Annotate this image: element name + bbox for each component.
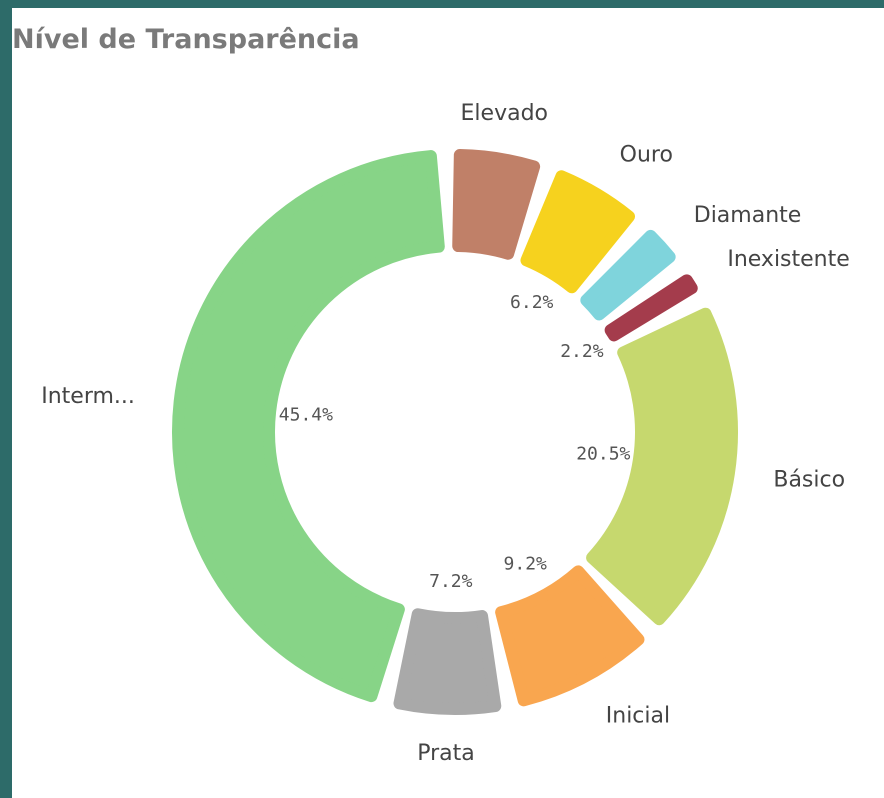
category-label: Inexistente [727,247,849,272]
value-label: 2.2% [560,341,604,362]
donut-segment [520,170,636,294]
value-label: 20.5% [576,443,630,464]
category-label: Ouro [620,142,673,167]
donut-segment [586,307,738,626]
donut-segment [495,565,645,707]
donut-segment [452,149,541,260]
category-label: Elevado [461,101,548,126]
category-label: Prata [417,741,475,766]
value-label: 7.2% [429,571,473,592]
category-label: Básico [773,467,845,492]
chart-title: Nível de Transparência [12,24,360,55]
donut-segment [580,229,676,321]
donut-segment [172,150,445,703]
value-label: 6.2% [510,292,554,313]
donut-segment [604,274,698,342]
category-label: Diamante [694,203,802,228]
value-label: 45.4% [279,405,333,426]
donut-segment [393,608,502,715]
category-label: Interm... [41,384,135,409]
category-label: Inicial [606,704,670,729]
value-label: 9.2% [504,554,548,575]
